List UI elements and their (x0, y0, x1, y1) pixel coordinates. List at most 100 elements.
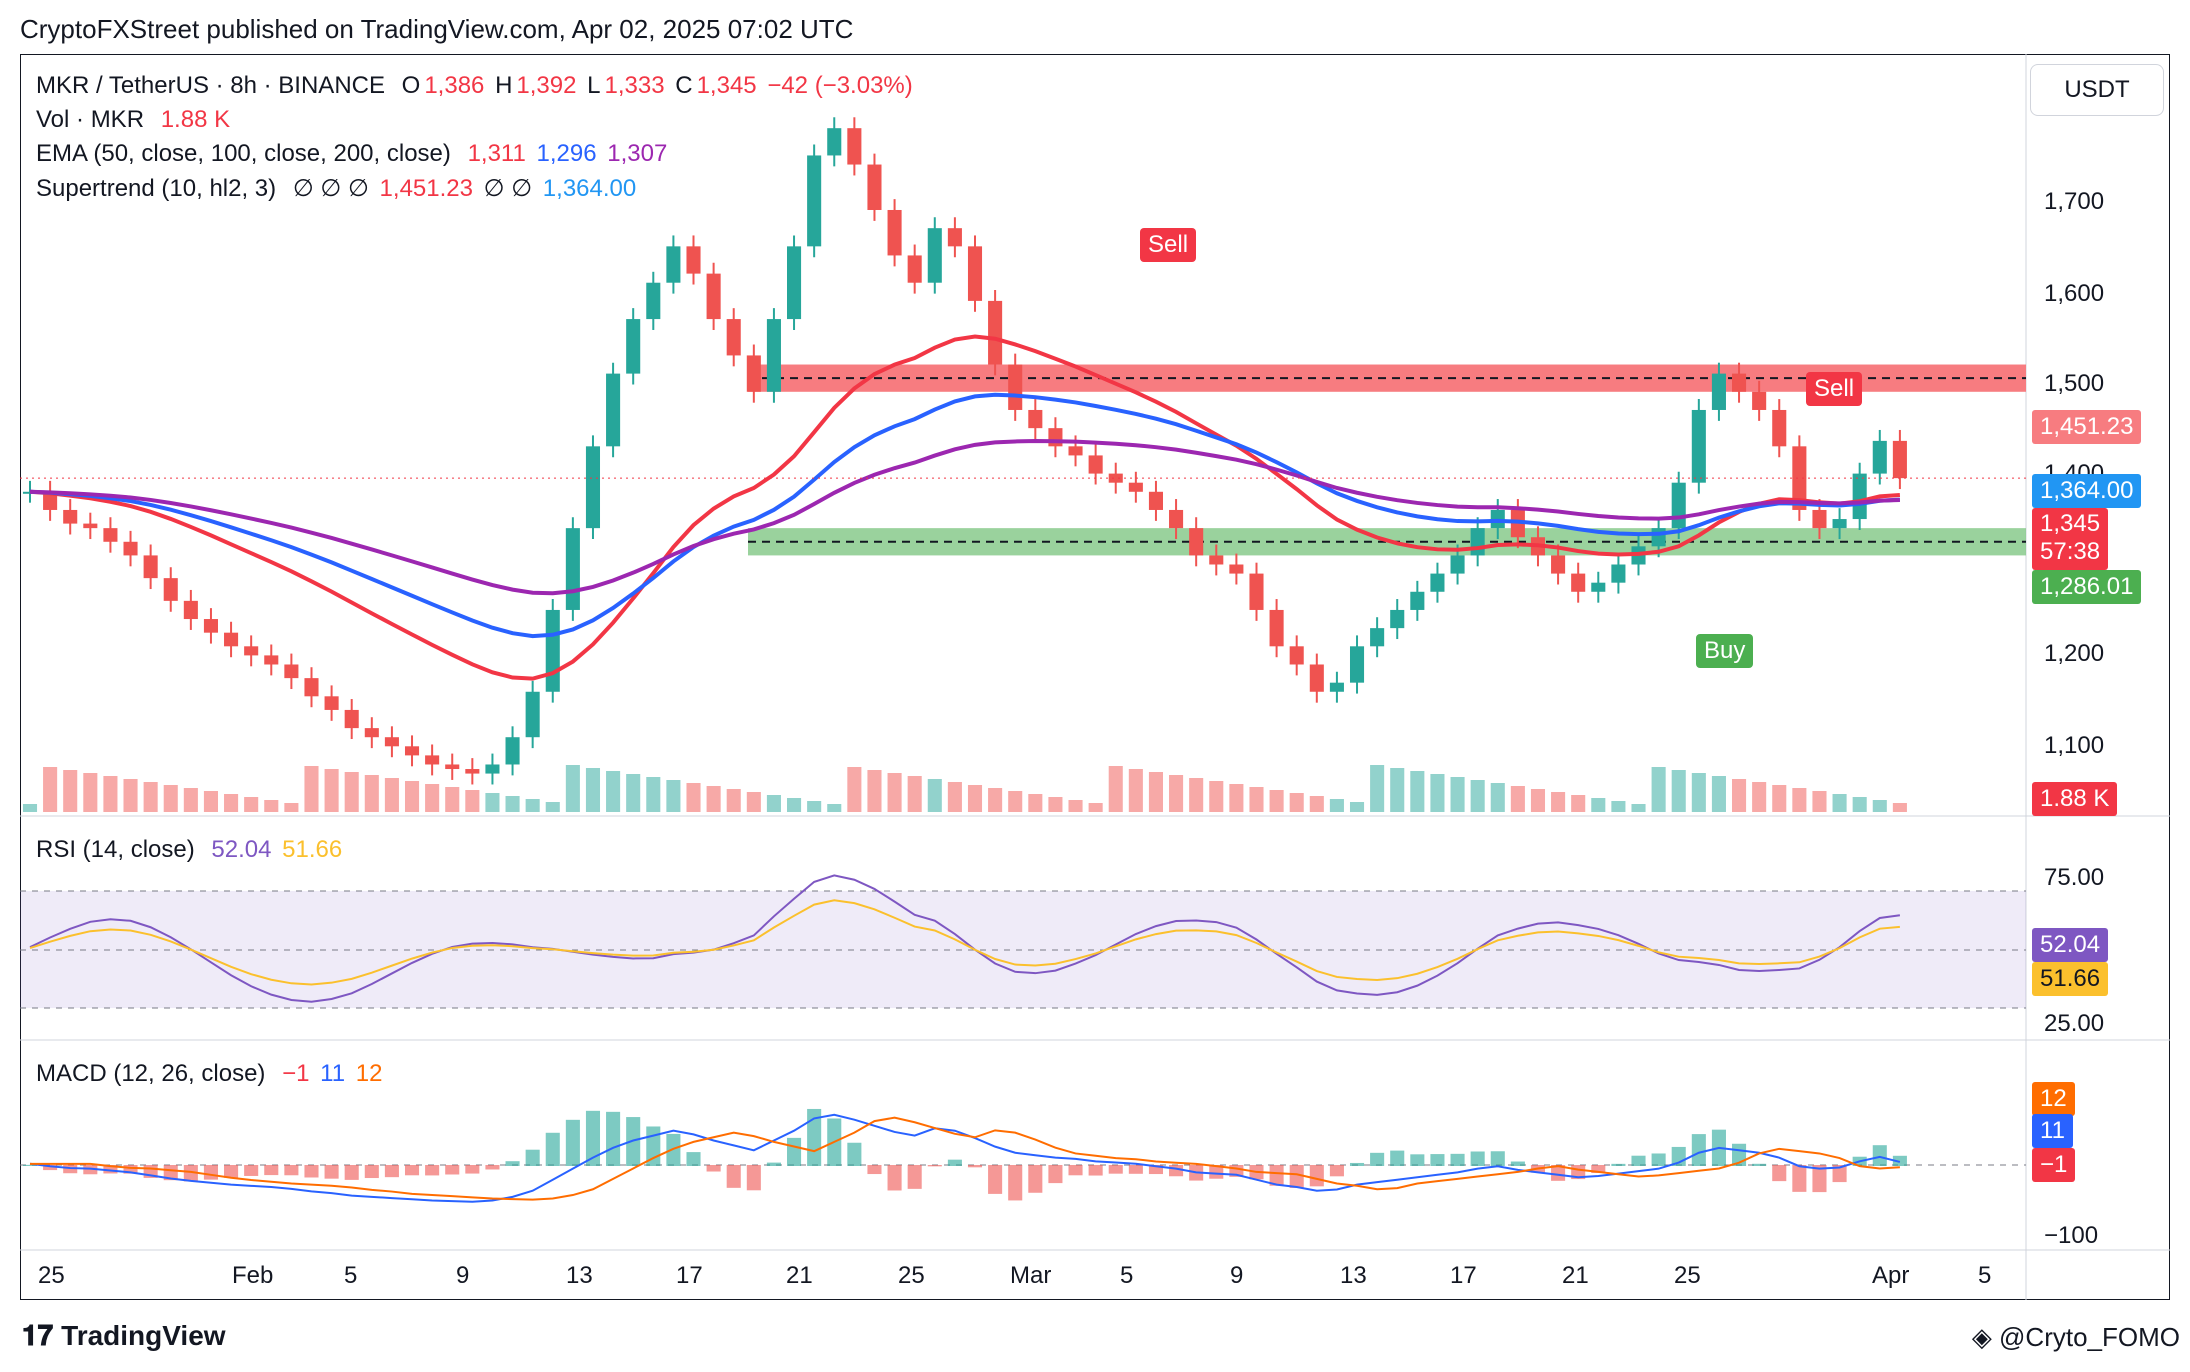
sell-signal-label: Sell (1140, 228, 1197, 262)
macd-hist-bar (1792, 1165, 1807, 1192)
macd-hist-bar (867, 1165, 882, 1175)
ohlc-o-label: O (401, 72, 421, 99)
candle-body (787, 246, 802, 320)
macd-line (29, 1113, 1901, 1203)
candle-body (1832, 519, 1847, 529)
volume-badge: 1.88 K (2032, 782, 2118, 816)
supertrend-legend[interactable]: Supertrend (10, hl2, 3) ∅ ∅ ∅ 1,451.23 ∅… (36, 174, 640, 203)
time-tick: Mar (1010, 1262, 1052, 1289)
time-tick: 9 (1230, 1262, 1244, 1289)
candle-body (606, 373, 621, 447)
time-tick: Feb (232, 1262, 274, 1289)
volume-bar (1329, 799, 1344, 812)
symbol-legend: MKR / TetherUS · 8h · BINANCE O 1,386 H 1,… (36, 72, 917, 100)
volume-bar (1108, 766, 1123, 812)
macd-badge: 11 (2032, 1114, 2073, 1148)
volume-value: 1.88 K (160, 106, 231, 133)
currency-selector[interactable]: USDT (2030, 64, 2164, 116)
volume-bar (1370, 765, 1385, 812)
volume-bar (907, 776, 922, 812)
ohlc-change: −42 (−3.03%) (767, 72, 913, 99)
candle-body (967, 246, 983, 301)
last-price-badge: 1,345 57:38 (2032, 508, 2109, 570)
tradingview-logo-text: TradingView (61, 1320, 226, 1351)
candle-body (1128, 482, 1143, 492)
candle-body (445, 764, 460, 770)
candle-body (1872, 440, 1887, 474)
candle-body (425, 755, 440, 765)
symbol-name[interactable]: MKR / TetherUS · 8h · BINANCE (36, 72, 385, 99)
candle-body (1591, 582, 1606, 592)
macd-hist-bar (1128, 1165, 1143, 1174)
macd-hist-bar (947, 1159, 962, 1166)
macd-hist-bar (787, 1137, 802, 1166)
volume-label: Vol · MKR (36, 106, 145, 133)
macd-hist-bar (404, 1165, 420, 1176)
candle-body (807, 155, 822, 247)
volume-bar (1852, 797, 1867, 812)
macd-hist-bar (1169, 1165, 1184, 1177)
candle-body (1691, 409, 1706, 483)
macd-hist-bar (123, 1165, 138, 1174)
macd-hist-value: −1 (282, 1060, 310, 1087)
macd-tick: −100 (2044, 1222, 2099, 1249)
macd-hist-bar (807, 1108, 822, 1166)
candle-body (1370, 628, 1385, 647)
macd-hist-bar (1390, 1150, 1405, 1166)
candle-body (1410, 591, 1425, 610)
volume-bar (1068, 800, 1083, 812)
volume-bar (847, 767, 862, 812)
candle-body (1450, 555, 1465, 574)
macd-hist-bar (364, 1165, 379, 1179)
macd-hist-bar (304, 1165, 319, 1178)
volume-legend[interactable]: Vol · MKR 1.88 K (36, 106, 234, 134)
volume-bar (1732, 779, 1747, 812)
macd-hist-bar (425, 1165, 440, 1176)
volume-bar (1309, 796, 1324, 812)
volume-bar (1611, 801, 1626, 812)
volume-bar (1249, 787, 1264, 812)
ohlc-c-label: C (675, 72, 693, 99)
candle-body (485, 764, 500, 774)
macd-hist-bar (324, 1165, 339, 1179)
volume-bar (445, 787, 460, 812)
volume-bar (887, 773, 902, 812)
candle-body (244, 646, 259, 656)
supertrend-empty-1: ∅ ∅ ∅ (292, 175, 369, 202)
candle-body (103, 528, 118, 542)
candle-body (1088, 455, 1103, 474)
time-tick: 25 (898, 1262, 925, 1289)
macd-hist-bar (384, 1165, 399, 1178)
candle-body (1048, 428, 1063, 447)
ema-legend[interactable]: EMA (50, close, 100, close, 200, close) … (36, 140, 671, 168)
macd-hist-bar (967, 1165, 983, 1168)
volume-bar (1169, 775, 1184, 812)
volume-bar (103, 776, 118, 812)
candle-body (465, 769, 480, 774)
candle-body (304, 678, 319, 697)
price-tick: 1,100 (2044, 732, 2105, 759)
candle-body (1269, 609, 1284, 647)
time-tick: 17 (676, 1262, 703, 1289)
macd-hist-bar (1551, 1165, 1566, 1181)
price-tick: 1,700 (2044, 188, 2105, 215)
candle-body (1671, 482, 1686, 529)
macd-hist-bar (666, 1133, 681, 1166)
candle-body (545, 609, 560, 692)
volume-bar (1128, 769, 1143, 812)
candle-body (1068, 446, 1083, 456)
rsi-legend[interactable]: RSI (14, close) 52.04 51.66 (36, 836, 346, 864)
macd-legend[interactable]: MACD (12, 26, close) −1 11 12 (36, 1060, 386, 1088)
macd-hist-bar (1611, 1163, 1626, 1166)
volume-bar (425, 784, 440, 812)
volume-bar (927, 779, 942, 812)
volume-bar (746, 792, 761, 812)
volume-bar (1209, 781, 1224, 812)
macd-hist-bar (1490, 1151, 1505, 1166)
time-tick: 5 (1978, 1262, 1992, 1289)
macd-hist-bar (1048, 1165, 1063, 1184)
tradingview-logo[interactable]: 𝟏𝟕 TradingView (22, 1320, 226, 1353)
ema-label: EMA (50, close, 100, close, 200, close) (36, 140, 451, 167)
candle-body (284, 664, 299, 679)
